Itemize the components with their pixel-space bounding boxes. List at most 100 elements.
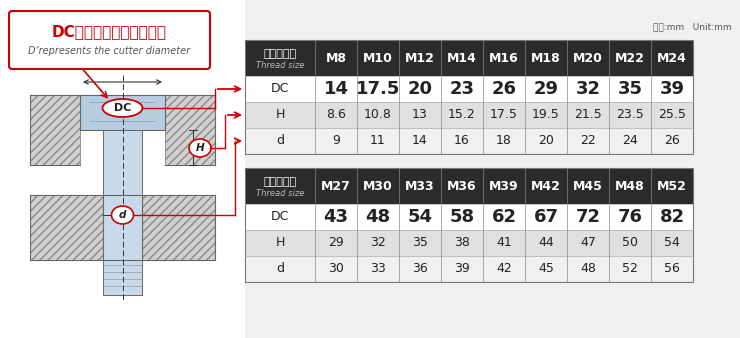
Bar — [245, 40, 693, 76]
Bar — [245, 128, 693, 154]
Text: 35: 35 — [412, 237, 428, 249]
Text: 44: 44 — [538, 237, 554, 249]
Text: DC: DC — [114, 103, 131, 113]
Text: M10: M10 — [363, 51, 393, 65]
Text: M27: M27 — [321, 179, 351, 193]
Text: M52: M52 — [657, 179, 687, 193]
Text: 35: 35 — [617, 80, 642, 98]
Ellipse shape — [103, 99, 143, 117]
Text: ねじの呼び: ねじの呼び — [263, 177, 297, 187]
Text: DCがカッタ径となります: DCがカッタ径となります — [52, 24, 167, 40]
Bar — [245, 204, 693, 230]
Ellipse shape — [189, 139, 211, 157]
Text: 26: 26 — [491, 80, 517, 98]
Text: 13: 13 — [412, 108, 428, 121]
Text: Thread size: Thread size — [256, 189, 304, 198]
Text: d: d — [276, 263, 284, 275]
Bar — [245, 256, 693, 282]
Bar — [245, 168, 693, 204]
Text: 42: 42 — [496, 263, 512, 275]
Text: 11: 11 — [370, 135, 386, 147]
FancyBboxPatch shape — [9, 11, 210, 69]
Text: M12: M12 — [405, 51, 435, 65]
Text: H: H — [275, 237, 285, 249]
Bar — [30, 195, 103, 260]
Bar — [30, 95, 80, 165]
Bar — [142, 195, 215, 260]
Text: 8.6: 8.6 — [326, 108, 346, 121]
Text: 20: 20 — [538, 135, 554, 147]
Bar — [245, 40, 693, 154]
Text: H: H — [275, 108, 285, 121]
Text: 25.5: 25.5 — [658, 108, 686, 121]
Text: M42: M42 — [531, 179, 561, 193]
Text: 43: 43 — [323, 208, 349, 226]
Text: 23: 23 — [449, 80, 474, 98]
Text: M16: M16 — [489, 51, 519, 65]
Text: 82: 82 — [659, 208, 684, 226]
Bar — [245, 102, 693, 128]
Text: M36: M36 — [447, 179, 477, 193]
Text: M24: M24 — [657, 51, 687, 65]
Text: M39: M39 — [489, 179, 519, 193]
Text: 39: 39 — [454, 263, 470, 275]
Text: 48: 48 — [366, 208, 391, 226]
Text: M18: M18 — [531, 51, 561, 65]
Text: 45: 45 — [538, 263, 554, 275]
Text: 58: 58 — [449, 208, 474, 226]
Text: 24: 24 — [622, 135, 638, 147]
Text: Thread size: Thread size — [256, 62, 304, 70]
Text: 41: 41 — [496, 237, 512, 249]
Text: 32: 32 — [370, 237, 386, 249]
Bar — [245, 168, 693, 282]
Text: 72: 72 — [576, 208, 600, 226]
Text: DC: DC — [271, 211, 289, 223]
Bar — [103, 130, 142, 295]
Text: DC: DC — [271, 82, 289, 96]
Text: 17.5: 17.5 — [490, 108, 518, 121]
Text: M20: M20 — [573, 51, 603, 65]
Text: 9: 9 — [332, 135, 340, 147]
Text: 23.5: 23.5 — [616, 108, 644, 121]
Text: 54: 54 — [664, 237, 680, 249]
Text: M30: M30 — [363, 179, 393, 193]
Text: M48: M48 — [615, 179, 645, 193]
Text: 16: 16 — [454, 135, 470, 147]
Text: 単位:mm   Unit:mm: 単位:mm Unit:mm — [653, 22, 732, 31]
Bar — [80, 95, 165, 130]
Text: 29: 29 — [328, 237, 344, 249]
Text: 33: 33 — [370, 263, 386, 275]
Text: 38: 38 — [454, 237, 470, 249]
Text: 10.8: 10.8 — [364, 108, 392, 121]
Text: 17.5: 17.5 — [356, 80, 400, 98]
Text: M14: M14 — [447, 51, 477, 65]
Text: 30: 30 — [328, 263, 344, 275]
Text: 50: 50 — [622, 237, 638, 249]
Text: 21.5: 21.5 — [574, 108, 602, 121]
Text: 22: 22 — [580, 135, 596, 147]
Text: 39: 39 — [659, 80, 684, 98]
Text: ねじの呼び: ねじの呼び — [263, 49, 297, 59]
Text: 47: 47 — [580, 237, 596, 249]
Bar — [245, 230, 693, 256]
Text: D’represents the cutter diameter: D’represents the cutter diameter — [28, 46, 191, 56]
Text: d: d — [276, 135, 284, 147]
Text: 32: 32 — [576, 80, 600, 98]
Text: H: H — [195, 143, 204, 153]
Text: d: d — [119, 210, 127, 220]
Text: 56: 56 — [664, 263, 680, 275]
Text: 67: 67 — [534, 208, 559, 226]
Text: 62: 62 — [491, 208, 517, 226]
Text: 29: 29 — [534, 80, 559, 98]
Text: M45: M45 — [573, 179, 603, 193]
Text: M33: M33 — [406, 179, 435, 193]
Text: 48: 48 — [580, 263, 596, 275]
Text: 54: 54 — [408, 208, 432, 226]
Text: 26: 26 — [664, 135, 680, 147]
Text: M8: M8 — [326, 51, 346, 65]
Text: 76: 76 — [617, 208, 642, 226]
Text: 19.5: 19.5 — [532, 108, 560, 121]
Bar — [165, 95, 215, 165]
Text: 18: 18 — [496, 135, 512, 147]
Text: 14: 14 — [412, 135, 428, 147]
